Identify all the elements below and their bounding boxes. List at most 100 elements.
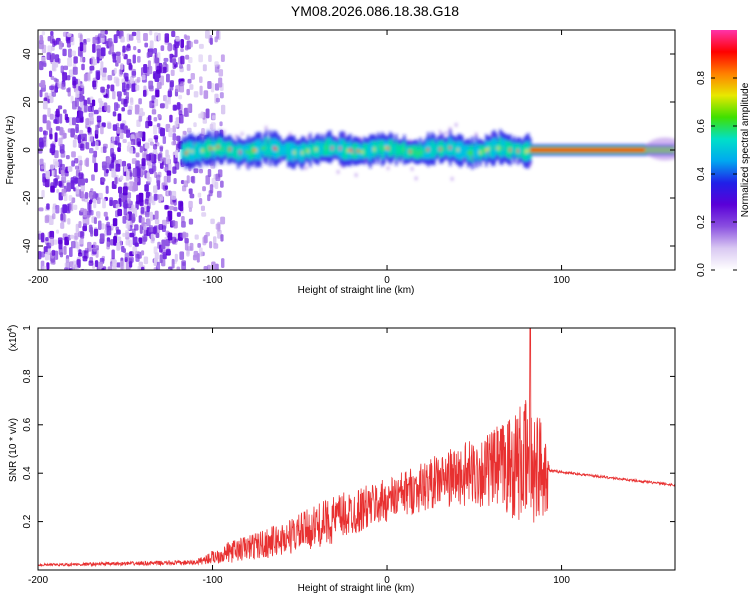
spectrogram-cell <box>128 105 133 111</box>
spectrogram-cell <box>55 108 60 118</box>
spectrogram-cell <box>61 81 66 90</box>
spectrogram-cell <box>163 57 169 62</box>
spectrogram-cell <box>117 113 122 122</box>
spectrogram-cell <box>96 55 100 64</box>
spectrogram-cell <box>387 166 390 170</box>
spectrogram-cell <box>357 149 360 153</box>
spectrogram-cell <box>92 43 96 53</box>
spectrogram-cell <box>149 30 153 36</box>
spectrogram-cell <box>67 57 73 67</box>
spectrogram-cell <box>385 145 388 149</box>
spectrogram-cell <box>179 64 184 69</box>
spectrogram-cell <box>75 123 79 134</box>
spectrogram-cell <box>136 30 141 41</box>
spectrogram-cell <box>122 215 127 224</box>
spectrogram-cell <box>161 239 166 250</box>
spectrogram-cell <box>207 81 212 89</box>
spectrogram-cell <box>493 146 496 150</box>
spectrogram-cell <box>179 201 184 212</box>
spectrogram-cell <box>395 141 398 159</box>
spectrogram-cell <box>84 269 88 270</box>
spectrogram-cell <box>89 112 94 122</box>
spectrogram-cell <box>153 48 158 54</box>
spectrogram-cell <box>445 131 448 135</box>
spectrogram-cell <box>96 36 100 45</box>
spectrogram-cell <box>172 166 177 174</box>
spectrogram-cell <box>469 151 472 155</box>
spectrogram-cell <box>161 259 166 267</box>
spectrogram-cell <box>58 41 63 50</box>
spectrogram-cell <box>142 235 146 245</box>
spectrogram-cell <box>115 51 121 57</box>
spectrogram-cell <box>513 142 516 158</box>
spectrogram-cell <box>455 123 458 127</box>
spectrogram-cell <box>73 204 78 211</box>
spectrogram-cell <box>46 120 50 130</box>
spectrogram-cell <box>172 140 177 146</box>
spectrogram-cell <box>83 250 89 259</box>
spectrogram-cell <box>119 175 124 181</box>
spectrogram-cell <box>100 86 105 93</box>
spectrogram-cell <box>415 176 418 180</box>
spectrogram-cell <box>80 143 85 151</box>
spectrogram-cell <box>261 147 264 151</box>
spectrogram-cell <box>144 184 149 192</box>
spectrogram-cell <box>145 218 151 227</box>
spectrogram-cell <box>180 55 185 65</box>
spectrogram-strong-line-core <box>530 148 645 152</box>
spectrogram-cell <box>171 236 177 244</box>
spectrogram-cell <box>163 166 168 172</box>
spectrogram-cell <box>110 148 114 158</box>
spectrogram-cell <box>46 203 50 210</box>
spectrogram-cell <box>277 141 280 157</box>
spectrogram-cell <box>345 143 348 160</box>
spectrogram-ytick-label: 20 <box>22 96 33 108</box>
spectrogram-cell <box>123 165 128 173</box>
spectrogram-cell <box>144 42 149 48</box>
spectrogram-cell <box>259 140 262 160</box>
spectrogram-cell <box>186 127 192 133</box>
spectrogram-cell <box>65 154 70 160</box>
spectrogram-cell <box>158 223 164 230</box>
spectrogram-cell <box>91 174 95 181</box>
spectrogram-cell <box>139 224 143 234</box>
spectrogram-cell <box>92 59 97 66</box>
spectrogram-cell <box>315 147 318 151</box>
spectrogram-cell <box>53 269 58 270</box>
spectrogram-cell <box>110 161 114 168</box>
spectrogram-cell <box>126 182 131 187</box>
spectrogram-cell <box>146 269 151 270</box>
spectrogram-cell <box>97 119 101 129</box>
spectrogram-cell <box>213 147 216 151</box>
spectrogram-cell <box>129 146 134 154</box>
spectrogram-cell <box>471 155 474 159</box>
spectrogram-cell <box>337 170 340 174</box>
spectrogram-cell <box>220 216 226 225</box>
spectrogram-cell <box>39 158 44 166</box>
spectrogram-cell <box>79 57 85 63</box>
spectrogram-cell <box>241 145 244 160</box>
spectrogram-cell <box>189 41 193 48</box>
spectrogram-cell <box>63 109 67 114</box>
spectrogram-cell <box>73 134 78 140</box>
spectrogram-cell <box>101 267 105 270</box>
spectrogram-cell <box>491 134 494 138</box>
spectrogram-cell <box>379 145 382 149</box>
figure-title: YM08.2026.086.18.38.G18 <box>291 3 459 19</box>
spectrogram-cell <box>42 114 47 124</box>
spectrogram-cell <box>41 60 47 67</box>
spectrogram-cell <box>223 141 226 156</box>
spectrogram-cell <box>265 126 268 130</box>
spectrogram-cell <box>515 143 518 155</box>
spectrogram-cell <box>49 113 54 120</box>
spectrogram-cell <box>158 126 163 134</box>
spectrogram-cell <box>219 92 224 99</box>
spectrogram-cell <box>299 145 302 161</box>
spectrogram-cell <box>429 142 432 158</box>
spectrogram-cell <box>180 38 184 49</box>
spectrogram-cell <box>210 218 215 225</box>
spectrogram-cell <box>69 247 73 258</box>
spectrogram-cell <box>153 193 158 201</box>
spectrogram-cell <box>153 257 158 263</box>
spectrogram-cell <box>411 167 414 171</box>
